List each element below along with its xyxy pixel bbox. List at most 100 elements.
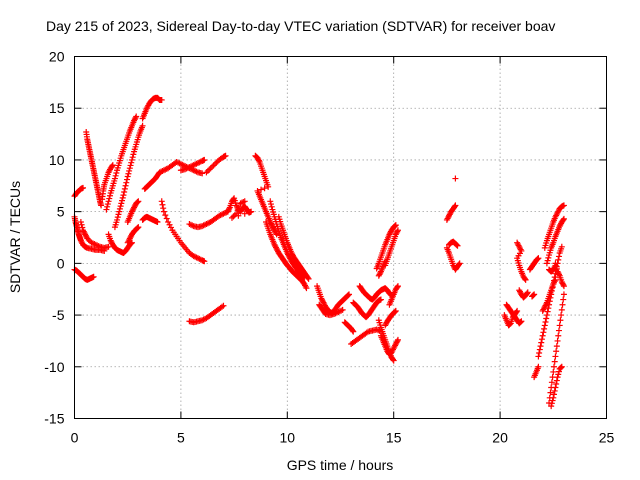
data-point-plus-icon [273, 231, 280, 238]
data-point-plus-icon [535, 363, 542, 370]
data-point-plus-icon [557, 365, 564, 372]
data-series [186, 208, 231, 231]
data-point-plus-icon [78, 221, 85, 228]
data-series [543, 215, 567, 267]
data-point-plus-icon [529, 292, 536, 299]
data-point-plus-icon [539, 332, 546, 339]
data-point-plus-icon [158, 198, 165, 205]
data-point-plus-icon [125, 170, 132, 177]
data-series [443, 244, 463, 273]
data-point-plus-icon [560, 202, 567, 209]
data-point-plus-icon [124, 173, 131, 180]
data-point-plus-icon [211, 161, 218, 168]
data-point-plus-icon [207, 165, 214, 172]
y-tick-label: 5 [57, 204, 65, 220]
data-point-plus-icon [105, 198, 112, 205]
y-tick-label: -10 [44, 359, 64, 375]
data-series [111, 122, 146, 231]
data-point-plus-icon [542, 318, 549, 325]
y-tick-label: 10 [49, 152, 65, 168]
data-point-plus-icon [126, 167, 133, 174]
data-point-plus-icon [552, 262, 559, 269]
data-point-plus-icon [382, 258, 389, 265]
data-series [341, 319, 357, 335]
data-point-plus-icon [226, 205, 233, 212]
data-series [546, 291, 567, 406]
data-series [203, 152, 229, 176]
data-point-plus-icon [165, 218, 172, 225]
data-point-plus-icon [560, 296, 567, 303]
data-series [539, 276, 559, 314]
data-series [77, 218, 112, 251]
data-point-plus-icon [550, 368, 557, 375]
data-point-plus-icon [241, 210, 248, 217]
data-point-plus-icon [548, 379, 555, 386]
data-point-plus-icon [265, 183, 272, 190]
data-point-plus-icon [139, 122, 146, 129]
data-point-plus-icon [166, 221, 173, 228]
data-point-plus-icon [303, 285, 310, 292]
data-point-plus-icon [104, 201, 111, 208]
data-point-plus-icon [120, 192, 127, 199]
data-point-plus-icon [456, 260, 463, 267]
data-point-plus-icon [130, 151, 137, 158]
data-point-plus-icon [210, 162, 217, 169]
data-point-plus-icon [375, 327, 382, 334]
data-point-plus-icon [199, 170, 206, 177]
data-series [314, 283, 353, 317]
data-series [103, 113, 140, 213]
data-series [373, 222, 399, 272]
data-point-plus-icon [531, 291, 538, 298]
data-point-plus-icon [392, 222, 399, 229]
data-series [139, 94, 165, 122]
data-point-plus-icon [236, 203, 243, 210]
x-axis-label: GPS time / hours [287, 457, 394, 473]
data-point-plus-icon [394, 227, 401, 234]
data-series [124, 224, 142, 246]
y-tick-label: 0 [57, 255, 65, 271]
x-tick-label: 0 [71, 430, 79, 446]
data-point-plus-icon [394, 336, 401, 343]
data-series [356, 283, 395, 303]
data-point-plus-icon [258, 186, 265, 193]
data-point-plus-icon [127, 162, 134, 169]
data-point-plus-icon [128, 156, 135, 163]
data-point-plus-icon [206, 166, 213, 173]
data-point-plus-icon [534, 255, 541, 262]
data-point-plus-icon [558, 306, 565, 313]
data-point-plus-icon [522, 276, 529, 283]
data-point-plus-icon [350, 328, 357, 335]
data-point-plus-icon [455, 261, 462, 268]
data-point-plus-icon [117, 203, 124, 210]
data-point-plus-icon [105, 243, 112, 250]
data-point-plus-icon [394, 228, 401, 235]
data-series [546, 262, 559, 275]
data-point-plus-icon [90, 273, 97, 280]
data-point-plus-icon [558, 364, 565, 371]
data-series [71, 266, 97, 283]
data-series [263, 218, 310, 292]
data-point-plus-icon [159, 201, 166, 208]
data-point-plus-icon [530, 292, 537, 299]
data-point-plus-icon [392, 307, 399, 314]
data-point-plus-icon [133, 113, 140, 120]
data-point-plus-icon [123, 176, 130, 183]
data-point-plus-icon [452, 175, 459, 182]
data-series [99, 162, 116, 203]
data-series [514, 239, 529, 283]
data-point-plus-icon [560, 281, 567, 288]
data-point-plus-icon [390, 357, 397, 364]
data-point-plus-icon [377, 270, 384, 277]
data-point-plus-icon [518, 318, 525, 325]
data-point-plus-icon [535, 353, 542, 360]
data-point-plus-icon [119, 197, 126, 204]
data-series [71, 213, 108, 254]
data-point-plus-icon [551, 263, 558, 270]
data-point-plus-icon [115, 211, 122, 218]
data-point-plus-icon [543, 312, 550, 319]
data-point-plus-icon [555, 253, 562, 260]
data-point-plus-icon [230, 213, 237, 220]
data-point-plus-icon [231, 212, 238, 219]
data-point-plus-icon [126, 165, 133, 172]
y-tick-label: 20 [49, 49, 65, 65]
